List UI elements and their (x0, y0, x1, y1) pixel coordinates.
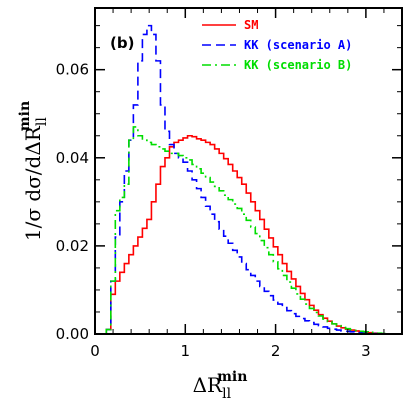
panel-label: (b) (110, 34, 134, 52)
series-line-1 (105, 134, 396, 335)
y-tick-label: 0.04 (56, 149, 89, 167)
legend-label-2: KK (scenario A) (244, 38, 352, 52)
legend: SM KK (scenario A) KK (scenario B) (202, 18, 352, 72)
series-line-3 (105, 126, 396, 335)
y-axis-label-sup: min (17, 101, 33, 131)
y-tick-label: 0.02 (56, 237, 89, 255)
plot-frame (94, 7, 403, 335)
tick-layer: 0 1 2 3 0.00 0.02 0.04 0.06 (56, 8, 402, 360)
x-tick-label: 1 (181, 342, 191, 360)
y-axis-label-main: 1/σ dσ/dΔR (21, 125, 45, 241)
x-axis-label-sub: ll (222, 386, 231, 402)
y-tick-label: 0.06 (56, 61, 89, 79)
series-line-2 (105, 24, 396, 335)
x-axis-label-main: ΔR (193, 373, 223, 397)
x-tick-label: 2 (271, 342, 281, 360)
x-axis-label-sup: min (217, 369, 247, 385)
legend-label-1: SM (244, 18, 258, 32)
x-tick-label: 0 (90, 342, 100, 360)
y-tick-label: 0.00 (56, 325, 89, 343)
y-axis-label: 1/σ dσ/dΔRllmin (17, 101, 50, 241)
x-tick-label: 3 (361, 342, 371, 360)
y-axis-label-sub: ll (34, 117, 50, 126)
x-axis-label: ΔRllmin (193, 369, 248, 402)
series-layer (105, 24, 396, 335)
legend-label-3: KK (scenario B) (244, 58, 352, 72)
